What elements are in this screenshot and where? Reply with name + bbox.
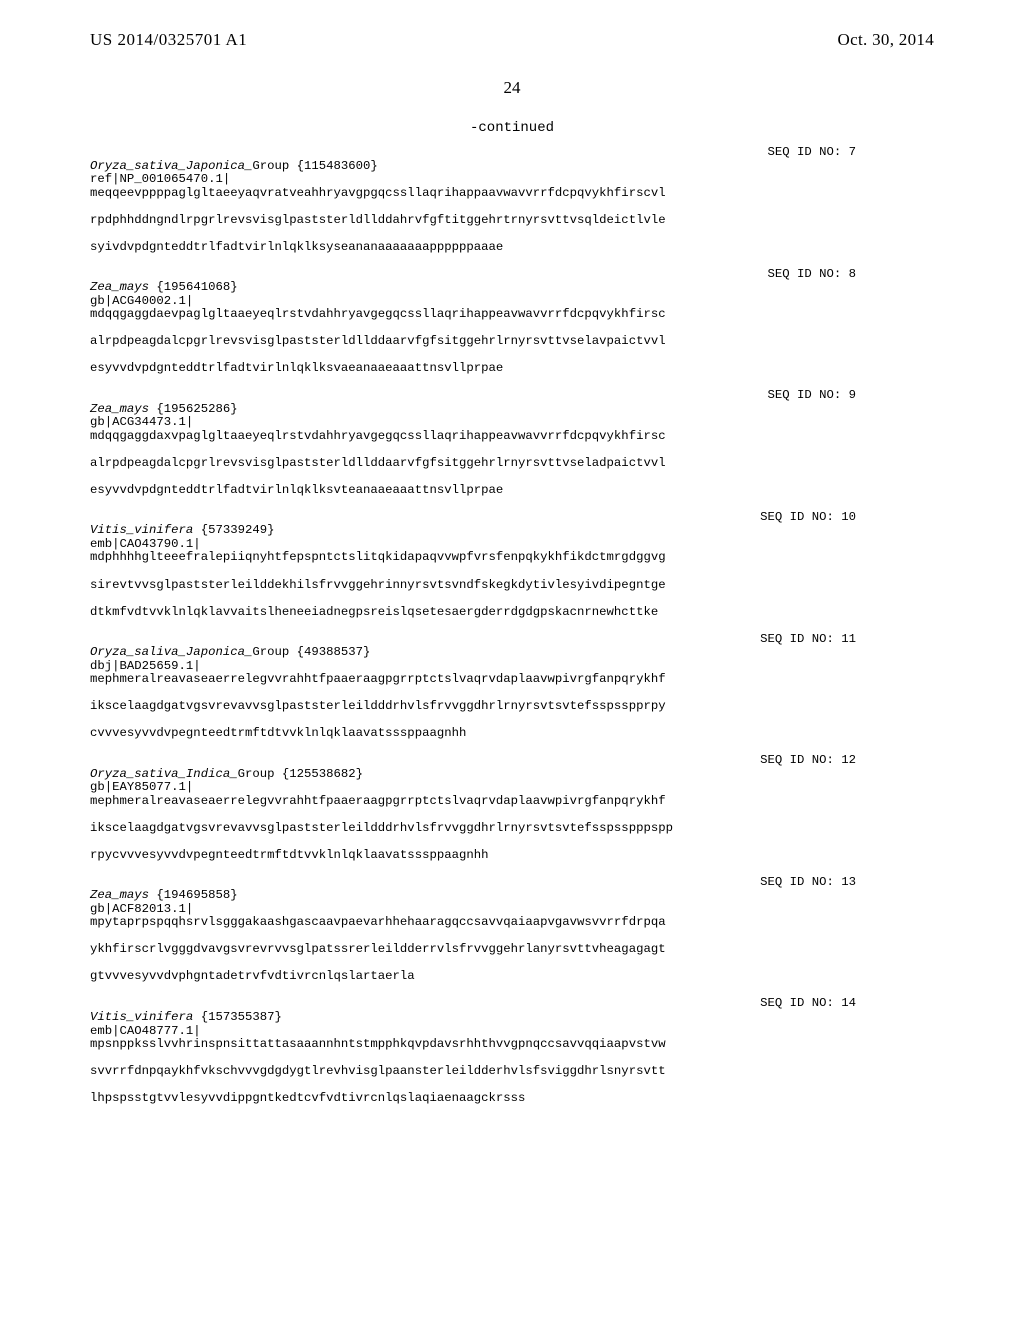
- seq-id-label: SEQ ID NO: 7: [90, 146, 934, 160]
- blank-line: [90, 741, 934, 755]
- seq-id-label: SEQ ID NO: 13: [90, 876, 934, 890]
- blank-line: [90, 376, 934, 390]
- publication-number: US 2014/0325701 A1: [90, 30, 247, 50]
- sequence-line: mpsnppksslvvhrinspnsittattasaaannhntstmp…: [90, 1038, 934, 1052]
- blank-line: [90, 470, 934, 484]
- blank-line: [90, 322, 934, 336]
- blank-line: [90, 1106, 934, 1120]
- sequence-listing: SEQ ID NO: 7Oryza_sativa_Japonica_Group …: [90, 146, 934, 1119]
- blank-line: [90, 984, 934, 998]
- blank-line: [90, 619, 934, 633]
- sequence-line: dtkmfvdtvvklnlqklavvaitslheneeiadnegpsre…: [90, 606, 934, 620]
- blank-line: [90, 592, 934, 606]
- species-line: Zea_mays {195625286}: [90, 403, 934, 417]
- sequence-line: sirevtvvsglpaststerleilddekhilsfrvvggehr…: [90, 579, 934, 593]
- sequence-line: esyvvdvpdgnteddtrlfadtvirlnlqklksvaeanaa…: [90, 362, 934, 376]
- blank-line: [90, 200, 934, 214]
- sequence-line: gtvvvesyvvdvphgntadetrvfvdtivrcnlqslarta…: [90, 970, 934, 984]
- seq-id-label: SEQ ID NO: 8: [90, 268, 934, 282]
- blank-line: [90, 349, 934, 363]
- blank-line: [90, 714, 934, 728]
- sequence-line: mdqqgaggdaevpaglgltaaeyeqlrstvdahhryavge…: [90, 308, 934, 322]
- sequence-line: lhpspsstgtvvlesyvvdippgntkedtcvfvdtivrcn…: [90, 1092, 934, 1106]
- sequence-line: mdphhhhglteeefralepiiqnyhtfepspntctslitq…: [90, 551, 934, 565]
- seq-id-label: SEQ ID NO: 14: [90, 997, 934, 1011]
- ref-line: ref|NP_001065470.1|: [90, 173, 934, 187]
- species-line: Zea_mays {195641068}: [90, 281, 934, 295]
- sequence-line: rpdphhddngndlrpgrlrevsvisglpaststerldlld…: [90, 214, 934, 228]
- species-line: Oryza_sativa_Japonica_Group {115483600}: [90, 160, 934, 174]
- sequence-line: alrpdpeagdalcpgrlrevsvisglpaststerldlldd…: [90, 457, 934, 471]
- page-number: 24: [90, 78, 934, 98]
- ref-line: dbj|BAD25659.1|: [90, 660, 934, 674]
- species-line: Vitis_vinifera {157355387}: [90, 1011, 934, 1025]
- blank-line: [90, 835, 934, 849]
- species-line: Oryza_saliva_Japonica_Group {49388537}: [90, 646, 934, 660]
- seq-id-label: SEQ ID NO: 11: [90, 633, 934, 647]
- seq-id-label: SEQ ID NO: 10: [90, 511, 934, 525]
- blank-line: [90, 254, 934, 268]
- sequence-line: ikscelaagdgatvgsvrevavvsglpaststerleildd…: [90, 700, 934, 714]
- page-header: US 2014/0325701 A1 Oct. 30, 2014: [90, 30, 934, 50]
- blank-line: [90, 443, 934, 457]
- blank-line: [90, 1052, 934, 1066]
- blank-line: [90, 1079, 934, 1093]
- seq-id-label: SEQ ID NO: 9: [90, 389, 934, 403]
- ref-line: emb|CAO48777.1|: [90, 1025, 934, 1039]
- species-line: Vitis_vinifera {57339249}: [90, 524, 934, 538]
- sequence-line: mephmeralreavaseaerrelegvvrahhtfpaaeraag…: [90, 795, 934, 809]
- sequence-line: mpytaprpspqqhsrvlsgggakaashgascaavpaevar…: [90, 916, 934, 930]
- blank-line: [90, 687, 934, 701]
- sequence-line: cvvvesyvvdvpegnteedtrmftdtvvklnlqklaavat…: [90, 727, 934, 741]
- sequence-line: ykhfirscrlvgggdvavgsvrevrvvsglpatssrerle…: [90, 943, 934, 957]
- sequence-line: mdqqgaggdaxvpaglgltaaeyeqlrstvdahhryavge…: [90, 430, 934, 444]
- sequence-line: rpycvvvesyvvdvpegnteedtrmftdtvvklnlqklaa…: [90, 849, 934, 863]
- sequence-line: mephmeralreavaseaerrelegvvrahhtfpaaeraag…: [90, 673, 934, 687]
- ref-line: gb|ACF82013.1|: [90, 903, 934, 917]
- species-line: Zea_mays {194695858}: [90, 889, 934, 903]
- blank-line: [90, 808, 934, 822]
- sequence-line: syivdvpdgnteddtrlfadtvirlnlqklksyseanana…: [90, 241, 934, 255]
- sequence-line: svvrrfdnpqaykhfvkschvvvgdgdygtlrevhvisgl…: [90, 1065, 934, 1079]
- ref-line: gb|EAY85077.1|: [90, 781, 934, 795]
- blank-line: [90, 227, 934, 241]
- sequence-line: ikscelaagdgatvgsvrevavvsglpaststerleildd…: [90, 822, 934, 836]
- blank-line: [90, 862, 934, 876]
- ref-line: gb|ACG40002.1|: [90, 295, 934, 309]
- blank-line: [90, 565, 934, 579]
- blank-line: [90, 930, 934, 944]
- sequence-line: alrpdpeagdalcpgrlrevsvisglpaststerldlldd…: [90, 335, 934, 349]
- sequence-line: esyvvdvpdgnteddtrlfadtvirlnlqklksvteanaa…: [90, 484, 934, 498]
- species-line: Oryza_sativa_Indica_Group {125538682}: [90, 768, 934, 782]
- blank-line: [90, 957, 934, 971]
- blank-line: [90, 497, 934, 511]
- ref-line: emb|CAO43790.1|: [90, 538, 934, 552]
- seq-id-label: SEQ ID NO: 12: [90, 754, 934, 768]
- ref-line: gb|ACG34473.1|: [90, 416, 934, 430]
- patent-page: US 2014/0325701 A1 Oct. 30, 2014 24 -con…: [0, 0, 1024, 1320]
- continued-label: -continued: [90, 120, 934, 136]
- sequence-line: meqqeevppppaglgltaeeyaqvratveahhryavgpgq…: [90, 187, 934, 201]
- publication-date: Oct. 30, 2014: [838, 30, 934, 50]
